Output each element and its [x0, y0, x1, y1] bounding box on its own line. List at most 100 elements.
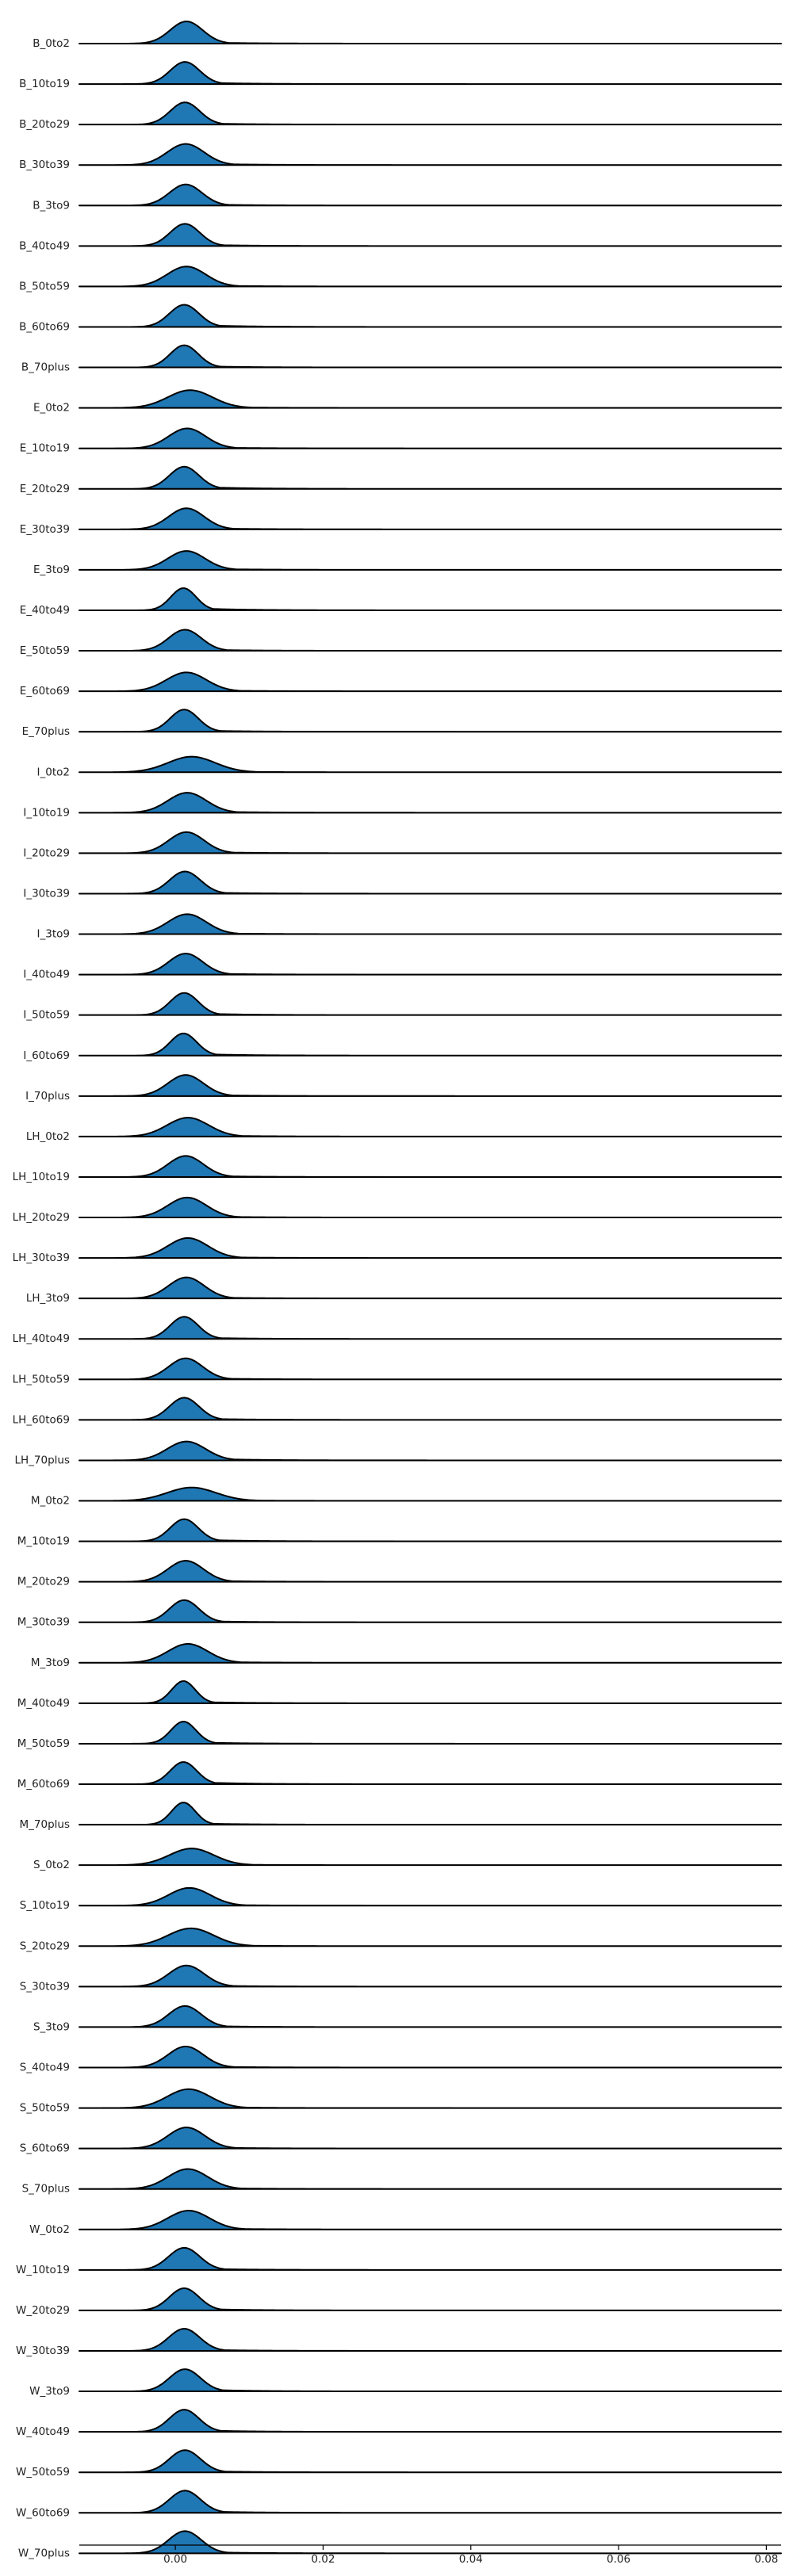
- density-ridge-W_60to69: [79, 2490, 782, 2514]
- density-ridge-LH_40to49: [79, 1316, 782, 1340]
- row-label: LH_70plus: [14, 1454, 70, 1466]
- row-label: S_20to29: [20, 1940, 70, 1952]
- row-label: S_40to49: [20, 2062, 70, 2074]
- row-label: I_60to69: [23, 1049, 70, 1062]
- density-ridge-E_20to29: [79, 465, 782, 490]
- row-label: E_30to39: [20, 523, 70, 536]
- row-label: W_0to2: [29, 2223, 70, 2236]
- row-label: M_30to39: [17, 1616, 70, 1629]
- row-label: W_40to49: [16, 2425, 70, 2438]
- row-label: M_50to59: [17, 1737, 70, 1750]
- x-tick-label: 0.02: [311, 2553, 335, 2566]
- x-tick-label: 0.06: [607, 2553, 630, 2566]
- density-ridge-B_30to39: [79, 143, 782, 166]
- row-label: I_0to2: [37, 766, 70, 778]
- row-label: B_10to19: [19, 78, 70, 90]
- row-label: B_50to59: [19, 280, 70, 292]
- density-ridge-S_10to19: [79, 1886, 782, 1907]
- density-ridge-I_70plus: [79, 1074, 782, 1097]
- row-label: E_10to19: [20, 442, 70, 455]
- row-label: E_40to49: [20, 604, 70, 617]
- density-ridge-I_0to2: [79, 755, 782, 774]
- density-ridge-W_50to59: [79, 2449, 782, 2474]
- row-label: W_60to69: [16, 2506, 70, 2519]
- density-ridge-B_40to49: [79, 223, 782, 247]
- x-tick-label: 0.00: [163, 2553, 187, 2566]
- density-ridge-I_50to59: [79, 992, 782, 1016]
- row-label: S_50to59: [20, 2102, 70, 2115]
- density-ridge-LH_50to59: [79, 1357, 782, 1381]
- density-ridge-S_3to9: [79, 2005, 782, 2028]
- density-ridge-S_50to59: [79, 2088, 782, 2109]
- density-ridge-S_0to2: [79, 1848, 782, 1867]
- row-label: I_10to19: [23, 806, 70, 819]
- density-ridge-E_30to39: [79, 507, 782, 530]
- density-ridge-M_50to59: [79, 1721, 782, 1745]
- row-label: W_10to19: [16, 2264, 70, 2276]
- row-label: B_20to29: [19, 118, 70, 131]
- row-label: I_40to49: [23, 969, 70, 981]
- density-ridge-M_30to39: [79, 1599, 782, 1623]
- row-label: B_60to69: [19, 320, 70, 333]
- row-label: M_40to49: [17, 1697, 70, 1710]
- row-label: B_3to9: [33, 199, 70, 212]
- row-label: B_0to2: [33, 37, 70, 50]
- density-ridge-M_0to2: [79, 1486, 782, 1502]
- ridges-group: B_0to2 B_10to19 B_20to29 B_30to39 B_3to9 B_40…: [13, 21, 782, 2559]
- density-ridge-B_3to9: [79, 183, 782, 207]
- density-ridge-E_0to2: [79, 389, 782, 409]
- x-axis: 0.00 0.02 0.04 0.06 0.08: [79, 2544, 781, 2566]
- row-label: W_30to39: [16, 2345, 70, 2357]
- row-label: M_10to19: [17, 1535, 70, 1548]
- density-ridge-I_20to29: [79, 831, 782, 854]
- row-label: E_3to9: [33, 564, 70, 576]
- density-ridge-LH_20to29: [79, 1196, 782, 1219]
- row-label: B_30to39: [19, 159, 70, 171]
- density-ridge-I_3to9: [79, 913, 782, 935]
- density-ridge-LH_70plus: [79, 1440, 782, 1462]
- density-ridge-M_10to19: [79, 1518, 782, 1542]
- row-label: S_60to69: [20, 2142, 70, 2155]
- density-ridge-W_3to9: [79, 2368, 782, 2393]
- row-label: E_60to69: [20, 685, 70, 698]
- density-ridge-B_70plus: [79, 344, 782, 369]
- row-label: W_50to59: [16, 2466, 70, 2479]
- density-ridge-B_60to69: [79, 304, 782, 328]
- row-label: M_70plus: [20, 1818, 71, 1831]
- density-ridge-W_0to2: [79, 2209, 782, 2230]
- row-label: S_0to2: [33, 1859, 70, 1871]
- density-ridge-LH_3to9: [79, 1276, 782, 1300]
- row-label: LH_20to29: [13, 1211, 70, 1224]
- density-ridge-S_30to39: [79, 1964, 782, 1988]
- density-ridge-W_70plus: [79, 2530, 782, 2555]
- row-label: W_70plus: [18, 2547, 70, 2559]
- density-ridge-W_30to39: [79, 2328, 782, 2352]
- density-ridge-I_10to19: [79, 792, 782, 814]
- row-label: LH_30to39: [13, 1252, 70, 1264]
- row-label: W_3to9: [29, 2385, 70, 2398]
- row-label: I_50to59: [23, 1009, 70, 1022]
- row-label: S_3to9: [33, 2020, 70, 2033]
- row-label: M_60to69: [17, 1778, 70, 1791]
- row-label: I_3to9: [37, 928, 70, 941]
- row-label: S_30to39: [20, 1980, 70, 1993]
- density-ridge-LH_60to69: [79, 1397, 782, 1421]
- density-ridge-B_0to2: [79, 21, 782, 44]
- x-tick-label: 0.04: [459, 2553, 483, 2566]
- row-label: LH_50to59: [13, 1373, 70, 1385]
- row-label: M_0to2: [31, 1495, 70, 1508]
- density-ridge-M_40to49: [79, 1680, 782, 1704]
- row-label: E_50to59: [20, 644, 70, 657]
- row-label: E_70plus: [22, 725, 70, 738]
- density-ridge-E_70plus: [79, 709, 782, 733]
- density-ridge-LH_30to39: [79, 1236, 782, 1259]
- row-label: E_20to29: [20, 483, 70, 495]
- density-ridge-LH_10to19: [79, 1155, 782, 1178]
- density-ridge-M_70plus: [79, 1802, 782, 1826]
- density-ridge-S_60to69: [79, 2127, 782, 2150]
- row-label: E_0to2: [33, 402, 70, 415]
- density-ridge-I_30to39: [79, 870, 782, 895]
- density-ridge-I_40to49: [79, 953, 782, 976]
- density-ridge-W_20to29: [79, 2287, 782, 2311]
